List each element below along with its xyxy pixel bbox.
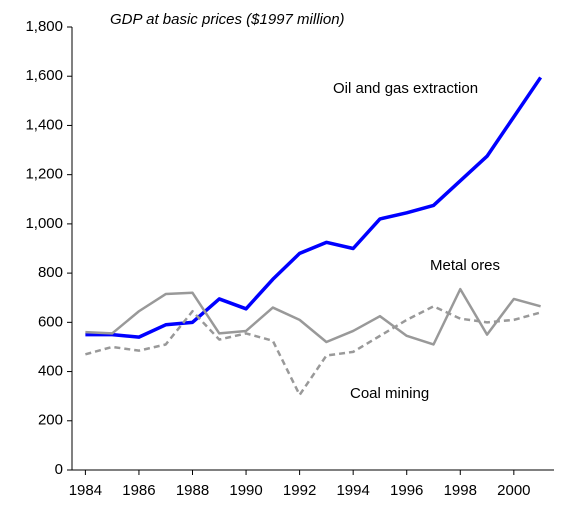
series-line: [85, 305, 541, 397]
y-tick-label: 0: [55, 461, 63, 478]
x-tick-label: 1986: [122, 482, 155, 499]
y-tick-label: 1,800: [25, 18, 63, 35]
x-tick-label: 1996: [390, 482, 423, 499]
y-tick-label: 800: [38, 264, 63, 281]
x-tick-label: 1992: [283, 482, 316, 499]
series-line: [85, 287, 541, 346]
series-line: [85, 76, 543, 339]
x-tick-label: 1998: [444, 482, 477, 499]
x-tick-label: 1994: [336, 482, 369, 499]
y-tick-label: 400: [38, 363, 63, 380]
series-label: Coal mining: [350, 385, 429, 402]
y-tick-label: 600: [38, 313, 63, 330]
x-tick-label: 1988: [176, 482, 209, 499]
chart-title: GDP at basic prices ($1997 million): [110, 11, 345, 28]
x-tick-label: 1990: [229, 482, 262, 499]
y-tick-label: 1,000: [25, 215, 63, 232]
series-label: Oil and gas extraction: [333, 80, 478, 97]
x-tick-label: 2000: [497, 482, 530, 499]
y-tick-label: 200: [38, 412, 63, 429]
y-tick-label: 1,600: [25, 67, 63, 84]
series-label: Metal ores: [430, 257, 500, 274]
y-tick-label: 1,200: [25, 166, 63, 183]
y-tick-label: 1,400: [25, 116, 63, 133]
x-tick-label: 1984: [69, 482, 102, 499]
